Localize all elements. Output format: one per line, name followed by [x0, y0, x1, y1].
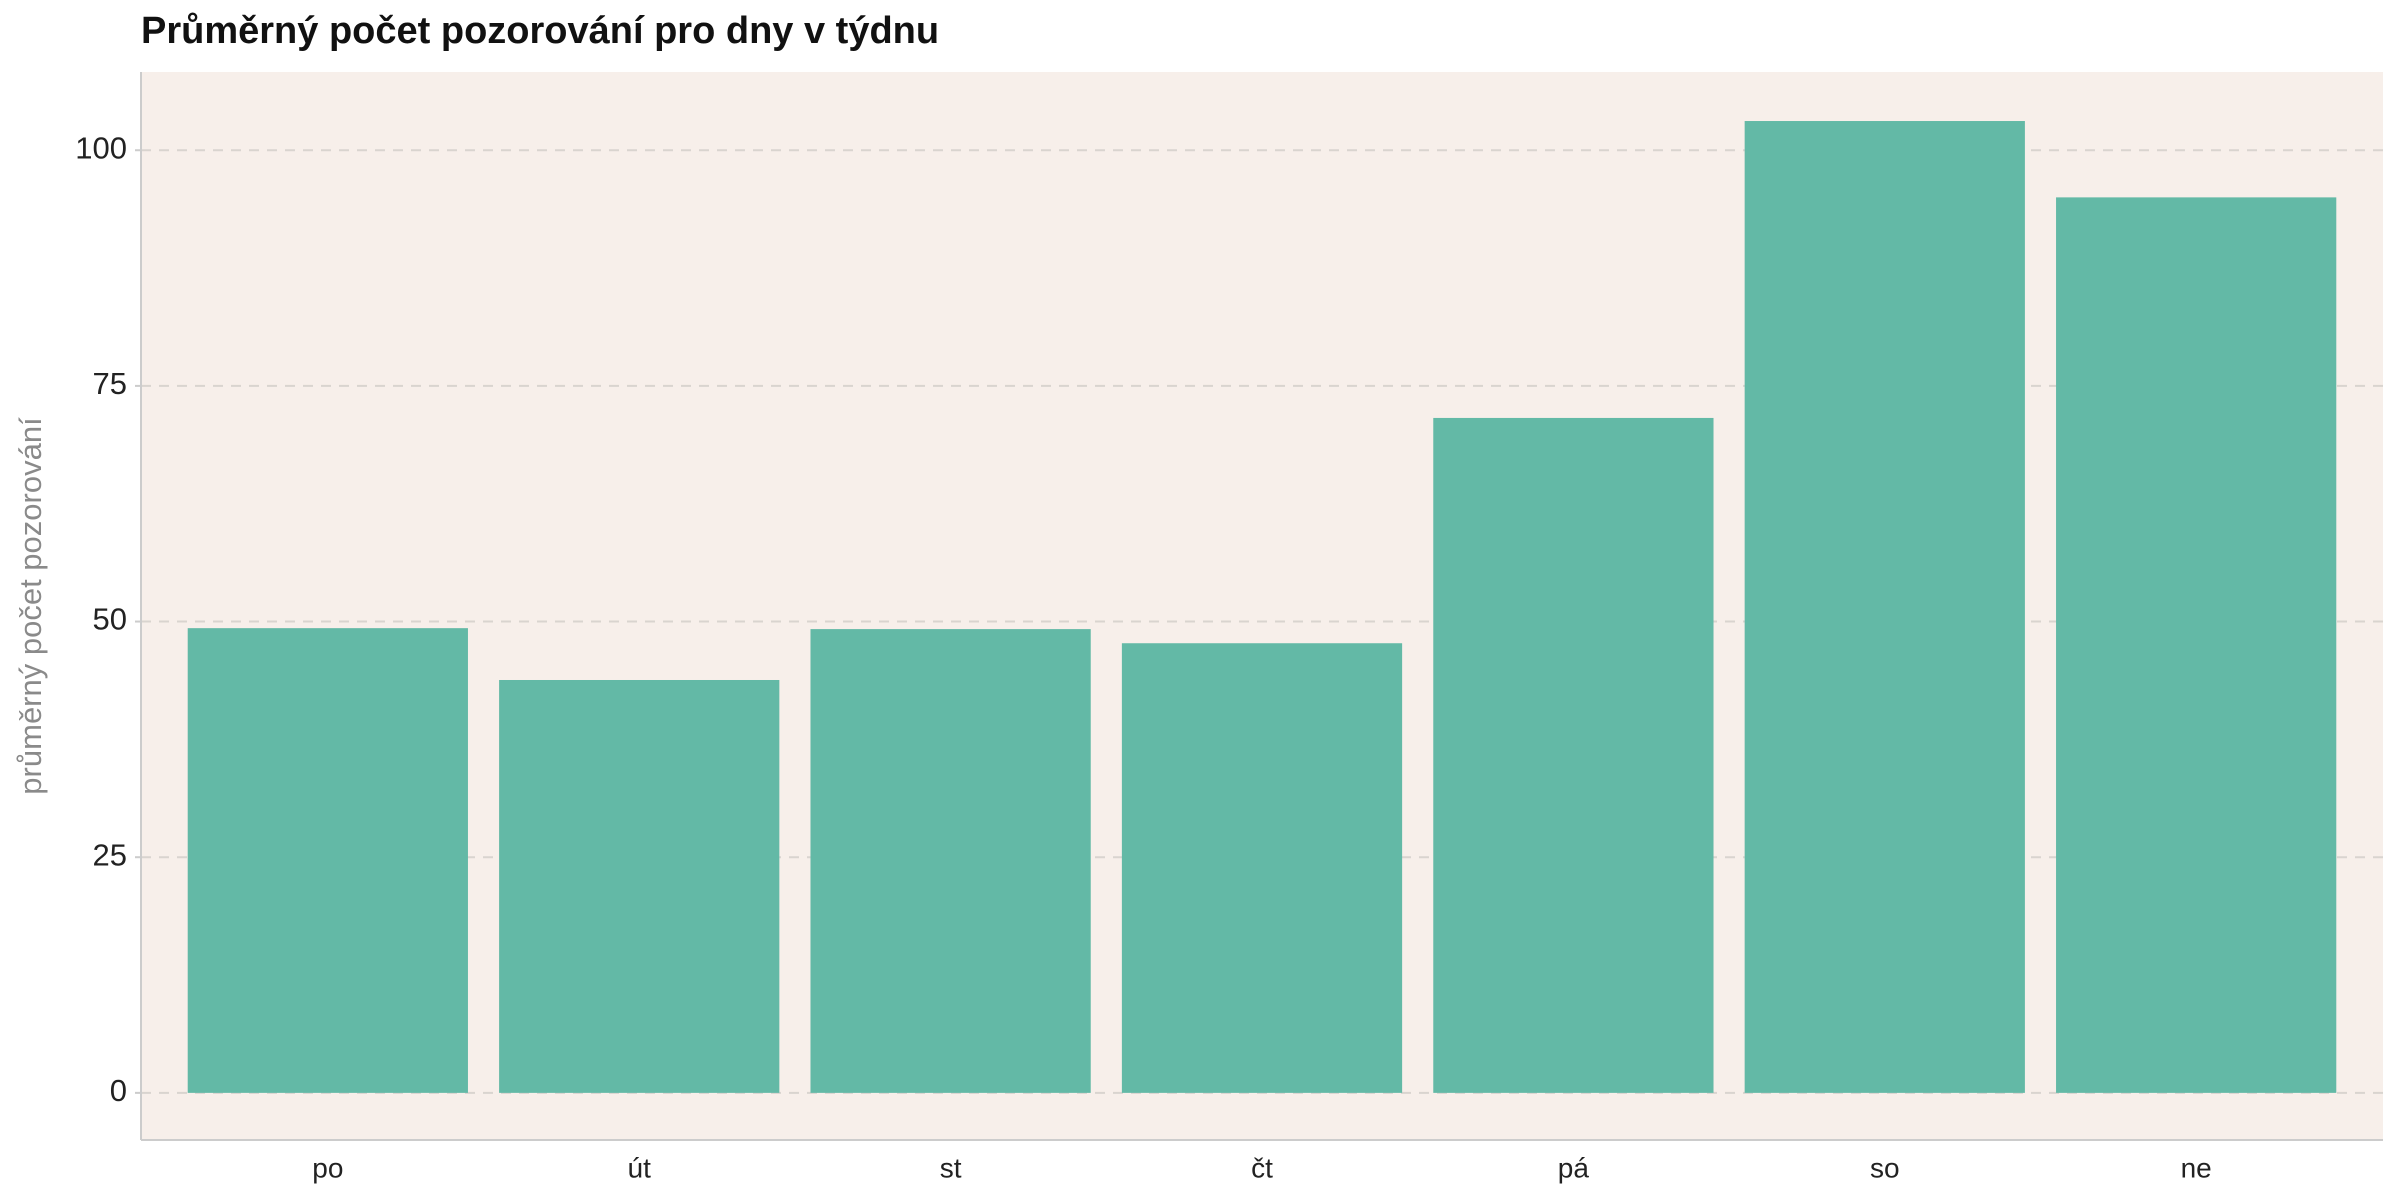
y-tick-label: 50 [93, 602, 127, 637]
x-tick-label: pá [1558, 1152, 1590, 1183]
x-tick-label: st [940, 1152, 962, 1183]
bar [1433, 417, 1714, 1093]
bar [1121, 643, 1403, 1093]
x-tick-label: út [628, 1152, 652, 1183]
bar [1744, 121, 2025, 1093]
bar [2056, 197, 2337, 1093]
label-layer: 0 25 50 75 100 po út st čt pá so ne [75, 130, 2211, 1183]
y-tick-label: 0 [110, 1073, 127, 1108]
x-tick-label: po [312, 1152, 343, 1183]
bar [499, 679, 780, 1093]
x-tick-label: so [1870, 1152, 1900, 1183]
x-tick-label: čt [1251, 1152, 1273, 1183]
bar [187, 628, 468, 1093]
y-tick-label: 25 [93, 837, 127, 872]
chart-title: Průměrný počet pozorování pro dny v týdn… [141, 10, 939, 52]
y-axis-label: průměrný počet pozorování [13, 417, 48, 795]
x-tick-label: ne [2181, 1152, 2212, 1183]
bar-layer [187, 121, 2337, 1093]
bar [810, 629, 1091, 1093]
y-tick-label: 100 [75, 130, 127, 165]
y-tick-label: 75 [93, 366, 127, 401]
